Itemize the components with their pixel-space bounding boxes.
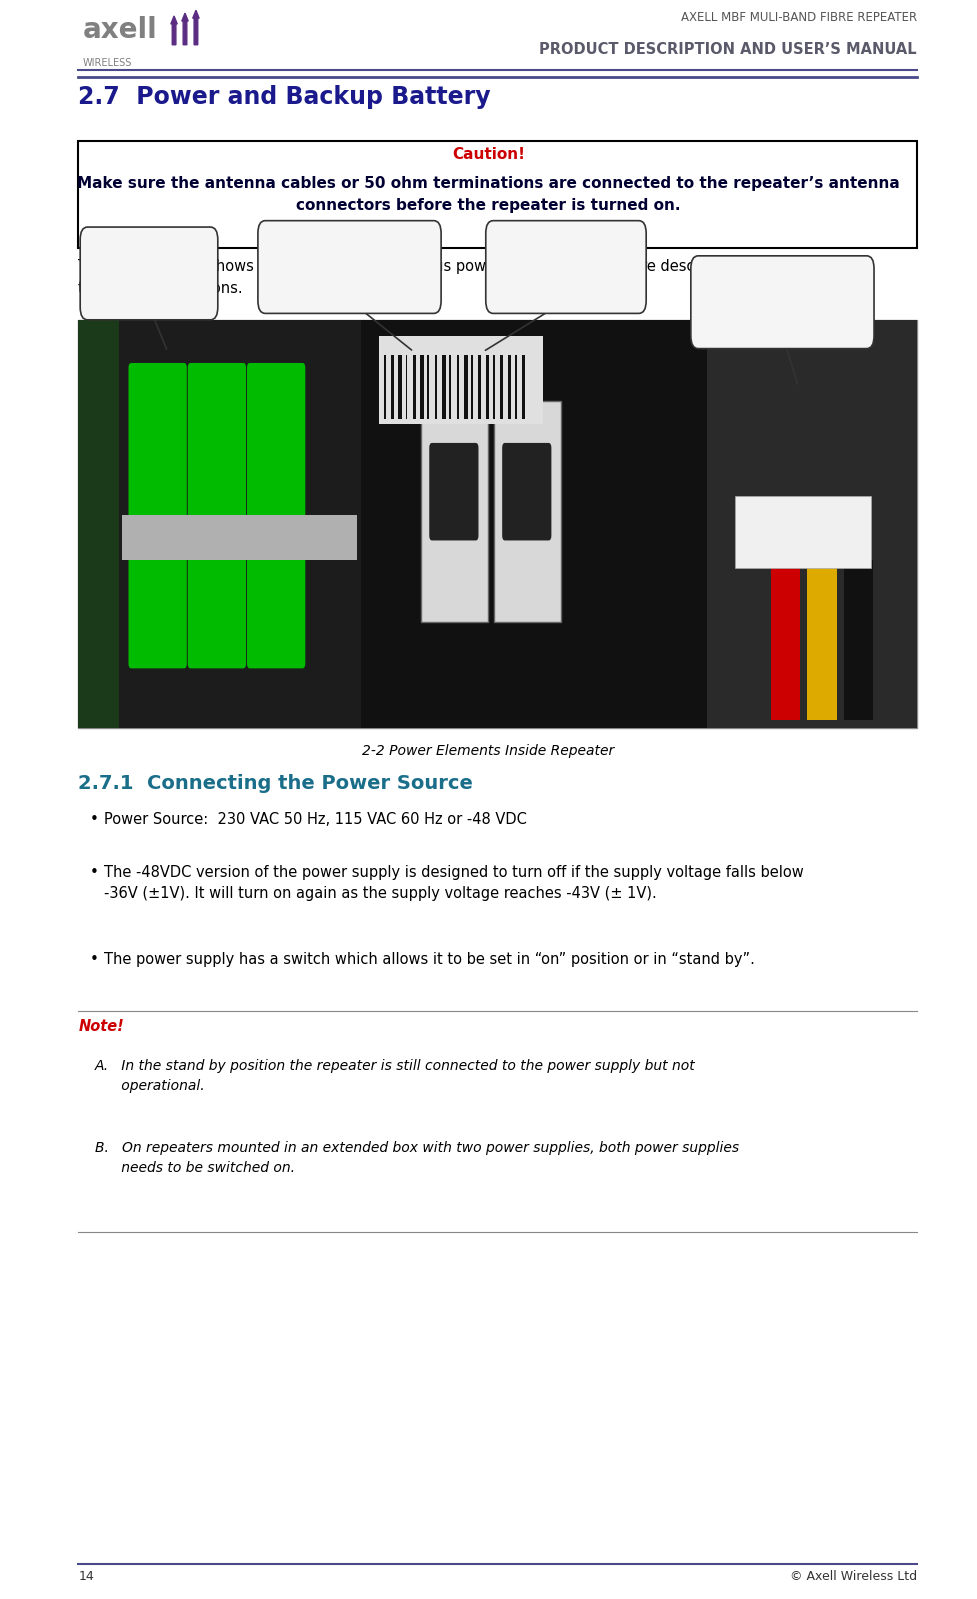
FancyArrow shape <box>192 10 199 45</box>
FancyBboxPatch shape <box>523 355 525 419</box>
FancyArrow shape <box>182 13 189 45</box>
Text: Power ON/Standby
switch: Power ON/Standby switch <box>514 249 618 272</box>
Text: The image below shows the location of the various power elements. These are desc: The image below shows the location of th… <box>78 259 815 296</box>
Text: 110/230 V AC power
connections: 110/230 V AC power connections <box>726 285 839 307</box>
Text: •: • <box>89 812 98 827</box>
Text: Power Source:  230 VAC 50 Hz, 115 VAC 60 Hz or -48 VDC: Power Source: 230 VAC 50 Hz, 115 VAC 60 … <box>104 812 527 827</box>
Text: Note!: Note! <box>78 1019 124 1035</box>
FancyBboxPatch shape <box>379 336 543 424</box>
FancyBboxPatch shape <box>515 355 517 419</box>
FancyBboxPatch shape <box>442 355 446 419</box>
Text: 2.7.1  Connecting the Power Source: 2.7.1 Connecting the Power Source <box>78 774 473 793</box>
Text: 14: 14 <box>78 1570 94 1583</box>
Text: A.   In the stand by position the repeater is still connected to the power suppl: A. In the stand by position the repeater… <box>95 1059 696 1092</box>
FancyBboxPatch shape <box>707 320 916 728</box>
FancyBboxPatch shape <box>449 355 451 419</box>
FancyBboxPatch shape <box>78 320 119 728</box>
FancyBboxPatch shape <box>691 256 874 349</box>
FancyBboxPatch shape <box>247 363 305 668</box>
FancyBboxPatch shape <box>405 355 407 419</box>
FancyBboxPatch shape <box>80 227 218 320</box>
FancyBboxPatch shape <box>78 141 916 248</box>
Text: The -48VDC version of the power supply is designed to turn off if the supply vol: The -48VDC version of the power supply i… <box>104 865 804 902</box>
FancyBboxPatch shape <box>258 221 441 313</box>
Text: •: • <box>89 865 98 879</box>
FancyBboxPatch shape <box>494 401 561 622</box>
Text: 2.7  Power and Backup Battery: 2.7 Power and Backup Battery <box>78 85 491 109</box>
Text: Make sure the antenna cables or 50 ohm terminations are connected to the repeate: Make sure the antenna cables or 50 ohm t… <box>77 176 900 213</box>
Text: AXELL MBF MULI-BAND FIBRE REPEATER: AXELL MBF MULI-BAND FIBRE REPEATER <box>681 11 916 24</box>
Text: © Axell Wireless Ltd: © Axell Wireless Ltd <box>789 1570 916 1583</box>
FancyBboxPatch shape <box>188 363 246 668</box>
Text: WIRELESS: WIRELESS <box>83 58 132 67</box>
Text: B.   On repeaters mounted in an extended box with two power supplies, both power: B. On repeaters mounted in an extended b… <box>95 1142 739 1175</box>
Text: axell: axell <box>83 16 157 45</box>
FancyBboxPatch shape <box>508 355 511 419</box>
FancyBboxPatch shape <box>413 355 415 419</box>
FancyBboxPatch shape <box>471 355 473 419</box>
FancyBboxPatch shape <box>119 320 361 728</box>
FancyBboxPatch shape <box>844 560 873 720</box>
FancyBboxPatch shape <box>456 355 459 419</box>
Text: Battery (BATT) ON/OFF
switch: Battery (BATT) ON/OFF switch <box>286 249 413 272</box>
FancyArrow shape <box>171 16 177 45</box>
FancyBboxPatch shape <box>486 221 646 313</box>
FancyBboxPatch shape <box>500 355 503 419</box>
FancyBboxPatch shape <box>129 363 187 668</box>
FancyBboxPatch shape <box>502 443 551 540</box>
FancyBboxPatch shape <box>384 355 386 419</box>
FancyBboxPatch shape <box>464 355 468 419</box>
FancyBboxPatch shape <box>122 515 358 560</box>
Text: Caution!: Caution! <box>452 147 525 161</box>
FancyBboxPatch shape <box>361 320 707 728</box>
FancyBboxPatch shape <box>78 320 916 728</box>
FancyBboxPatch shape <box>429 443 479 540</box>
Text: 230V  4A  50Hz
  L      N: 230V 4A 50Hz L N <box>777 523 829 532</box>
Text: The power supply has a switch which allows it to be set in “on” position or in “: The power supply has a switch which allo… <box>104 951 755 967</box>
FancyBboxPatch shape <box>435 355 438 419</box>
FancyBboxPatch shape <box>808 560 836 720</box>
FancyBboxPatch shape <box>771 560 800 720</box>
Text: PRODUCT DESCRIPTION AND USER’S MANUAL: PRODUCT DESCRIPTION AND USER’S MANUAL <box>539 42 916 56</box>
Text: 2-2 Power Elements Inside Repeater: 2-2 Power Elements Inside Repeater <box>362 744 615 758</box>
Text: Backup battery
pack: Backup battery pack <box>106 256 191 278</box>
FancyBboxPatch shape <box>486 355 489 419</box>
FancyBboxPatch shape <box>493 355 495 419</box>
Text: •: • <box>89 951 98 967</box>
FancyBboxPatch shape <box>399 355 402 419</box>
FancyBboxPatch shape <box>479 355 482 419</box>
FancyBboxPatch shape <box>391 355 394 419</box>
FancyBboxPatch shape <box>420 355 424 419</box>
FancyBboxPatch shape <box>735 496 871 568</box>
FancyBboxPatch shape <box>427 355 429 419</box>
FancyBboxPatch shape <box>421 401 488 622</box>
